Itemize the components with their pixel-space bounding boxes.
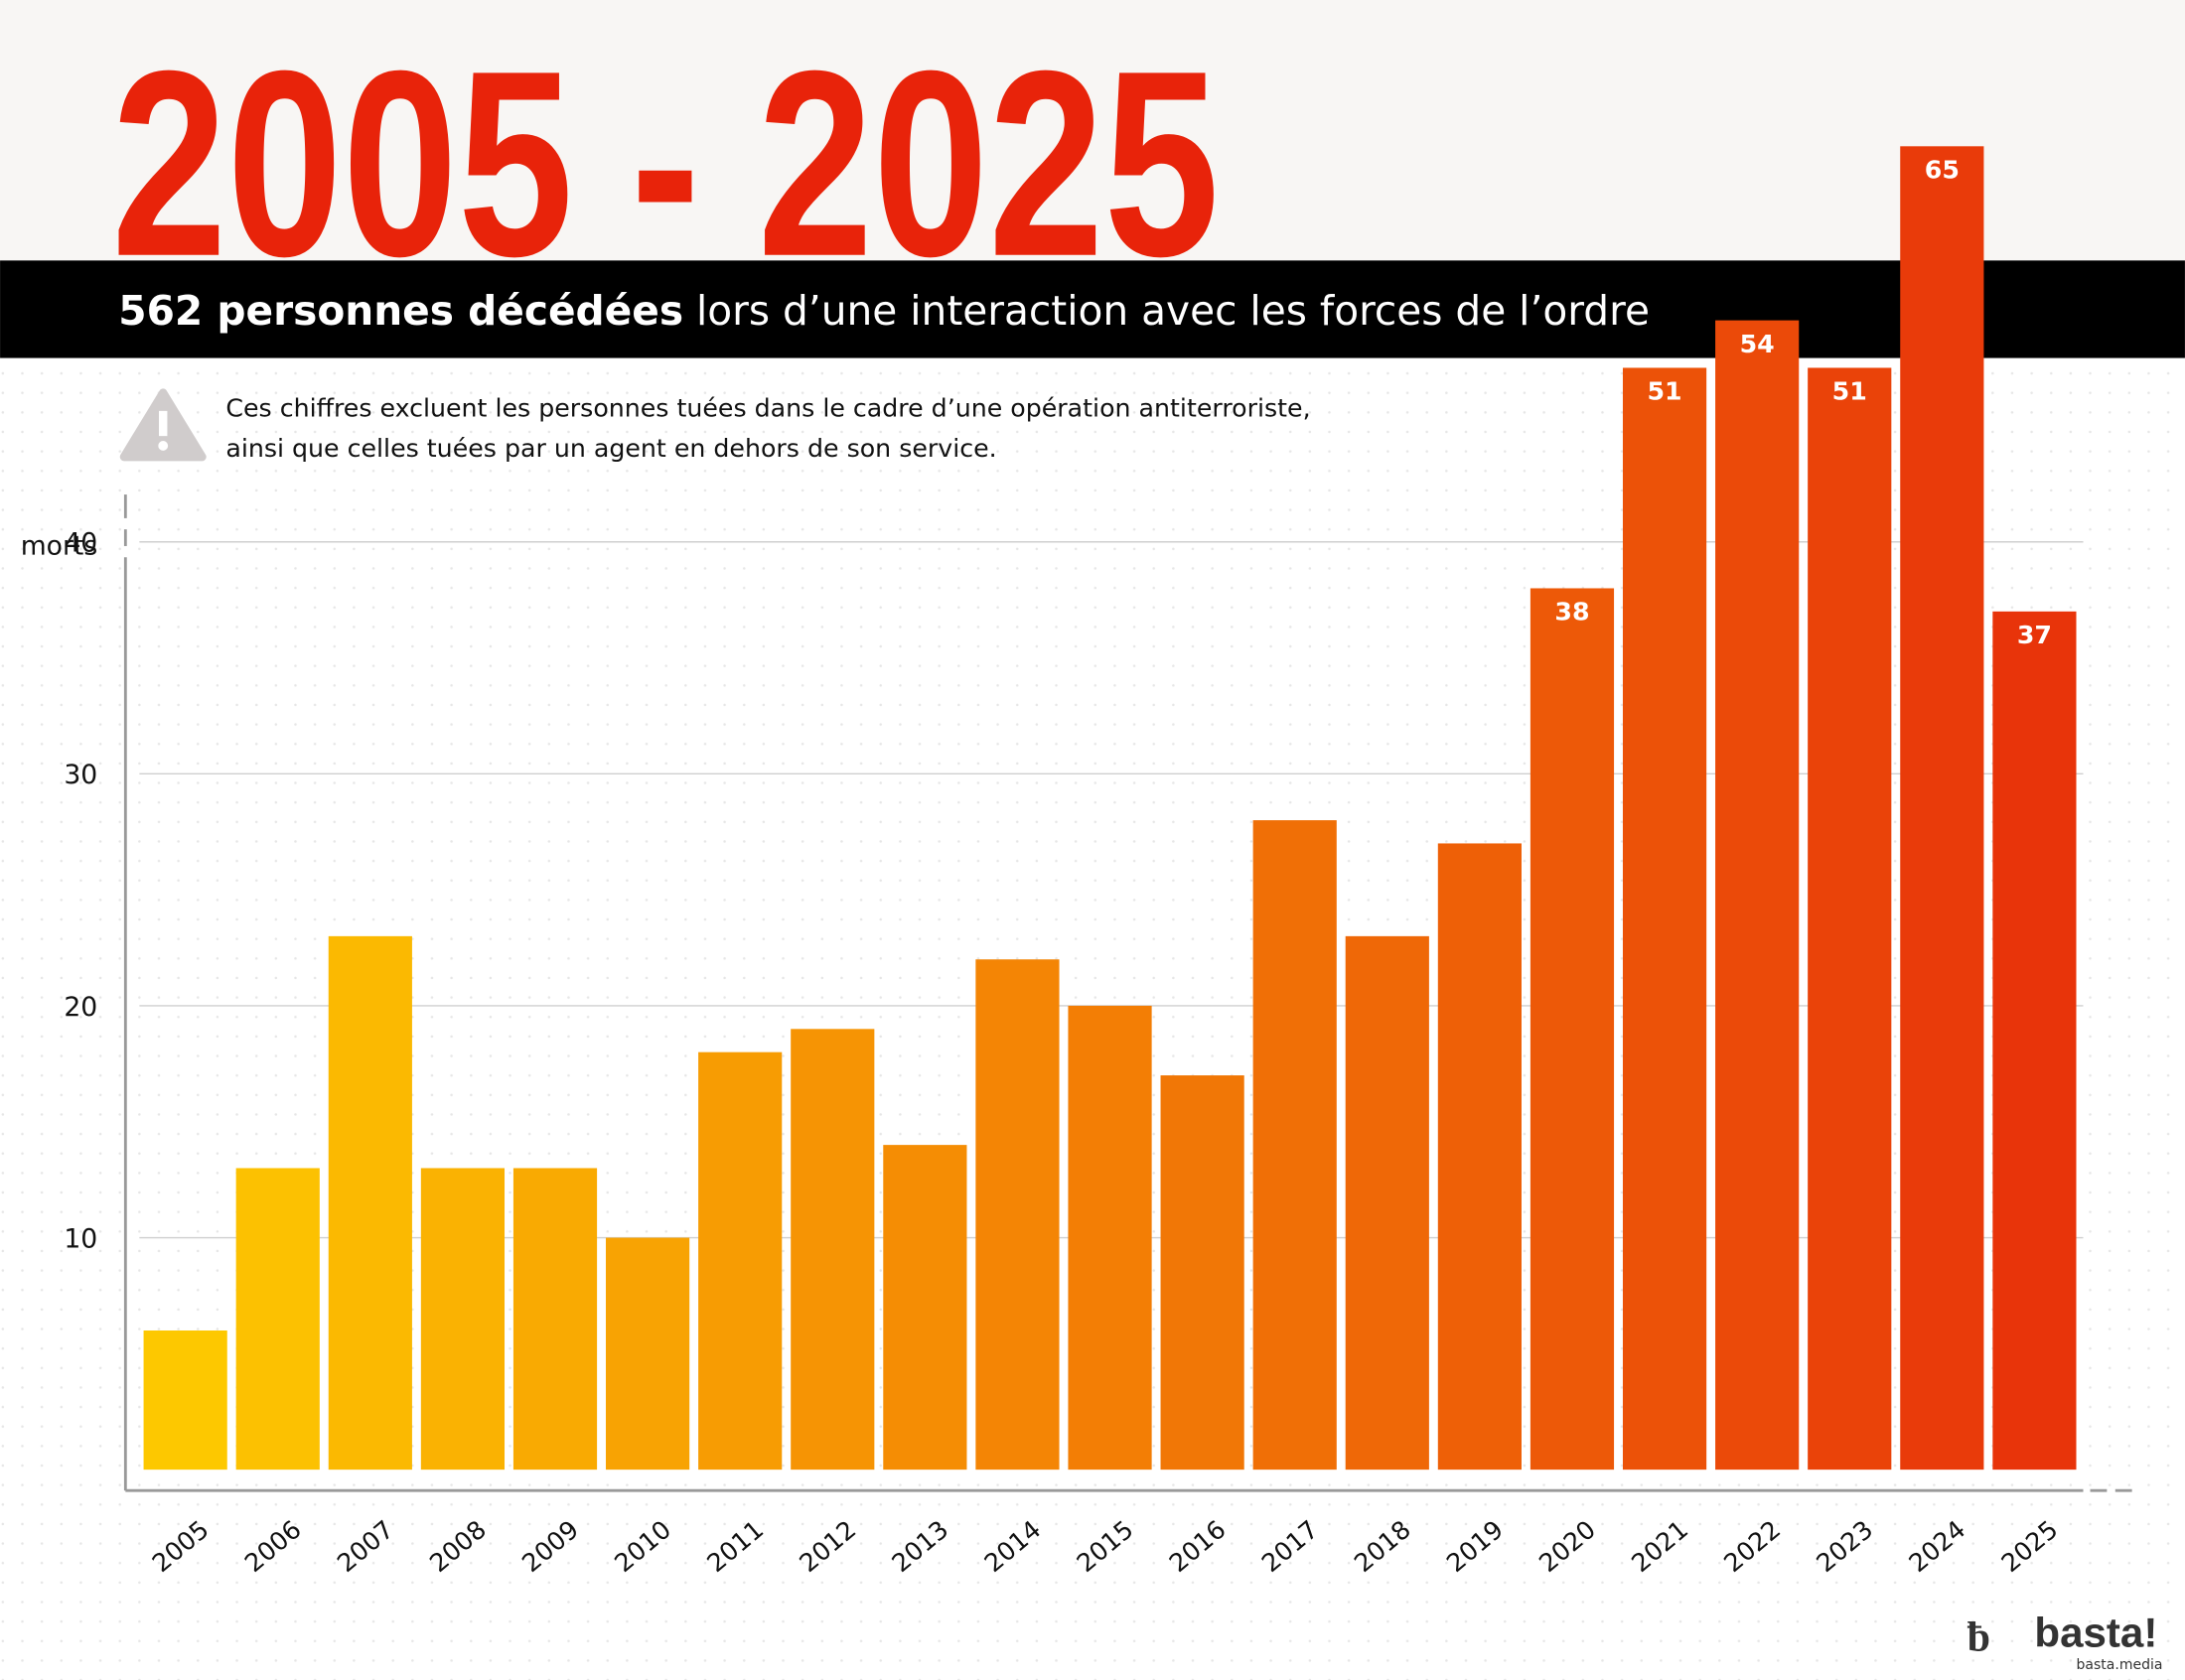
y-tick-label: 20 (64, 992, 97, 1023)
header-band (0, 0, 2185, 261)
bar (328, 935, 412, 1470)
bar (1160, 1075, 1244, 1470)
bar (512, 1168, 598, 1470)
bar (975, 959, 1060, 1470)
y-tick-label: 40 (64, 528, 97, 559)
bar (883, 1145, 967, 1470)
bar (606, 1237, 690, 1470)
logo: basta! (2034, 1609, 2157, 1655)
bar (1437, 843, 1522, 1470)
bar (1992, 611, 2077, 1470)
value-label: 37 (2017, 621, 2052, 649)
y-tick-label: 10 (64, 1223, 97, 1254)
value-label: 51 (1832, 377, 1867, 406)
bar (1345, 935, 1429, 1470)
bar (1900, 146, 1984, 1470)
y-tick-label: 30 (64, 760, 97, 790)
value-label: 38 (1554, 598, 1589, 627)
bar (143, 1330, 227, 1470)
note-line: Ces chiffres excluent les personnes tuée… (225, 393, 1310, 422)
bar (235, 1168, 320, 1470)
bar (1068, 1005, 1152, 1470)
bar (1252, 820, 1337, 1470)
value-label: 65 (1925, 156, 1960, 185)
value-label: 51 (1647, 377, 1681, 406)
value-label: 54 (1740, 330, 1775, 358)
subtitle: 562 personnes décédées lors d’une intera… (118, 287, 1650, 335)
bar (1808, 367, 1892, 1470)
logo-mark: ƀ (1967, 1615, 1990, 1661)
note-line: ainsi que celles tuées par un agent en d… (225, 434, 996, 463)
bar (1622, 367, 1707, 1470)
bar (791, 1029, 875, 1470)
y-axis-label: morts (21, 530, 98, 561)
warning-icon (119, 388, 207, 462)
subtitle-rest: lors d’une interaction avec les forces d… (696, 287, 1650, 335)
bar (1715, 320, 1800, 1470)
subtitle-band (0, 260, 2185, 358)
bar (420, 1168, 506, 1470)
logo-url: basta.media (2077, 1657, 2163, 1673)
bar (1530, 588, 1615, 1470)
bar (698, 1051, 783, 1470)
subtitle-bold: 562 personnes décédées (118, 287, 683, 335)
